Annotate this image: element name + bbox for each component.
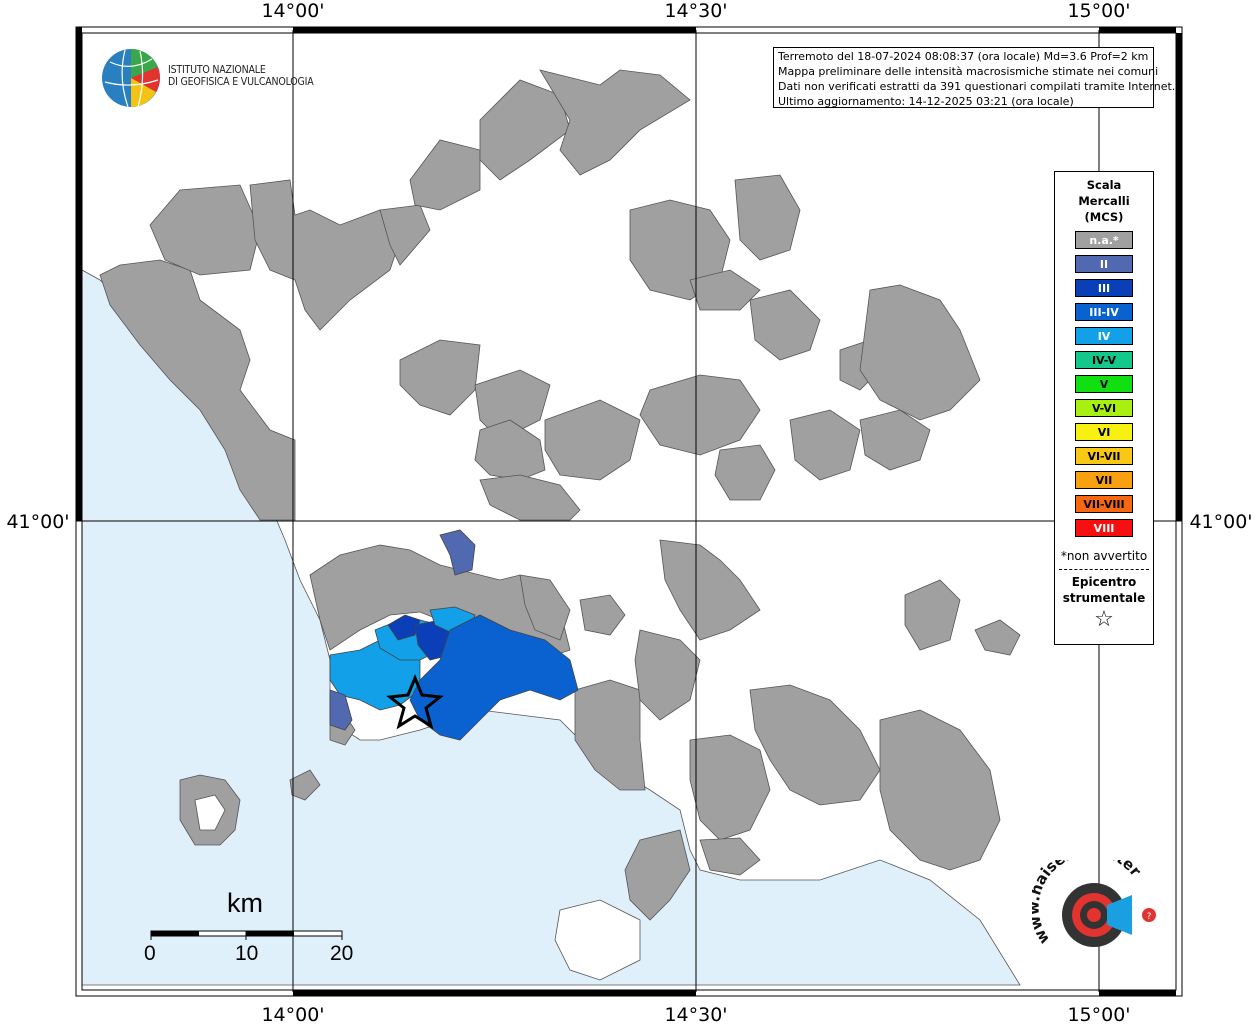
municipality-n [639, 374, 761, 456]
municipality-y [574, 679, 646, 791]
municipality-ii-north [439, 529, 476, 576]
scale-tick-10: 10 [235, 942, 259, 965]
lon-label-top-1: 14°00' [261, 0, 324, 22]
lon-label-bottom-1: 14°00' [261, 1004, 324, 1024]
municipality-dd [974, 619, 1021, 656]
legend-item: IV-V [1075, 351, 1133, 369]
lat-label-right: 41°00' [1189, 511, 1252, 533]
legend-item: IV [1075, 327, 1133, 345]
frame-bar-left [76, 33, 82, 521]
scale-tick-0: 0 [144, 942, 156, 965]
lat-label-left: 41°00' [6, 511, 69, 533]
frame-bar-top [293, 27, 696, 33]
municipality-ii-pozzuoli [329, 689, 353, 731]
municipality-f [539, 69, 691, 176]
legend-note: *non avvertito [1060, 549, 1148, 563]
legend-title-1: Scala [1086, 178, 1122, 192]
municipality-z [634, 629, 701, 721]
municipality-v [519, 574, 571, 641]
info-line-4: Ultimo aggiornamento: 14-12-2025 03:21 (… [778, 95, 1074, 108]
municipality-a [149, 184, 261, 276]
mcs-legend: Scala Mercalli (MCS) n.a.* II III III-IV IV I… [1054, 171, 1154, 645]
lon-label-bottom-2: 14°30' [664, 1004, 727, 1024]
municipality-ee [689, 734, 771, 841]
municipalities-intensity [329, 529, 579, 741]
municipality-u [479, 474, 581, 521]
municipality-c [379, 204, 431, 266]
municipality-b [249, 179, 401, 331]
lon-label-top-3: 15°00' [1067, 0, 1130, 22]
legend-item: V [1075, 375, 1133, 393]
hai-sentito-icon: ? www.haisentitoilterremoto.it [1024, 841, 1156, 947]
municipality-w [579, 594, 626, 636]
legend-item: III [1075, 279, 1133, 297]
info-line-1: Terremoto del 18-07-2024 08:08:37 (ora l… [778, 50, 1149, 63]
info-line-3: Dati non verificati estratti da 391 ques… [778, 80, 1176, 93]
municipality-gg [699, 837, 761, 876]
svg-text:?: ? [1147, 912, 1152, 922]
municipality-bb [879, 709, 1001, 871]
municipality-d [409, 139, 481, 211]
legend-item: VII [1075, 471, 1133, 489]
legend-epicenter-1: Epicentro [1071, 575, 1137, 589]
ischia-inner [194, 794, 226, 831]
map-frame [75, 26, 1183, 997]
lon-label-bottom-3: 15°00' [1067, 1004, 1130, 1024]
legend-item: III-IV [1075, 303, 1133, 321]
event-info-box: Terremoto del 18-07-2024 08:08:37 (ora l… [773, 47, 1176, 108]
legend-item: VI-VII [1075, 447, 1133, 465]
municipality-l [734, 174, 801, 261]
municipality-t [714, 444, 776, 501]
municipality-iii-iv-napoli [409, 614, 579, 741]
scale-tick-20: 20 [330, 942, 354, 965]
legend-item: II [1075, 255, 1133, 273]
lon-label-top-2: 14°30' [664, 0, 727, 22]
municipality-procida [289, 769, 321, 801]
municipalities-na [99, 69, 1021, 921]
capri-sorrento [554, 899, 641, 981]
legend-item: VIII [1075, 519, 1133, 537]
municipality-s [859, 409, 931, 471]
municipality-r [789, 409, 861, 481]
municipality-o [749, 289, 821, 361]
municipality-x [659, 539, 761, 641]
logo-line-2: DI GEOFISICA E VULCANOLOGIA [168, 76, 314, 88]
epicenter-star [386, 674, 444, 730]
legend-star-icon: ☆ [1094, 607, 1114, 632]
info-line-2: Mappa preliminare delle intensità macros… [778, 65, 1159, 78]
municipality-i [474, 419, 546, 481]
scale-title: km [227, 888, 263, 918]
frame-bar-bottom [293, 990, 696, 996]
municipality-e [479, 79, 571, 181]
municipalities-blank [194, 794, 641, 981]
municipality-ff [624, 829, 691, 921]
municipality-q [859, 284, 981, 421]
municipality-h [474, 369, 551, 441]
legend-title-2: Mercalli [1078, 194, 1130, 208]
logo-line-1: ISTITUTO NAZIONALE [168, 64, 266, 76]
globe-icon [102, 48, 160, 108]
legend-item: n.a.* [1075, 231, 1133, 249]
frame-bar-right [1176, 33, 1182, 521]
legend-item: V-VI [1075, 399, 1133, 417]
legend-divider [1059, 569, 1149, 570]
legend-item: VI [1075, 423, 1133, 441]
scale-bar [150, 930, 343, 940]
municipality-cc [904, 579, 961, 651]
ingv-logo: ISTITUTO NAZIONALE DI GEOFISICA E VULCAN… [100, 47, 320, 111]
municipality-j [544, 399, 641, 481]
municipality-g [399, 339, 481, 416]
hai-sentito-logo: ? www.haisentitoilterremoto.it [1024, 841, 1172, 980]
legend-item: VII-VIII [1075, 495, 1133, 513]
legend-title-3: (MCS) [1084, 210, 1124, 224]
municipality-aa [749, 684, 881, 806]
legend-items: n.a.* II III III-IV IV IV-V V V-VI VI VI-VII VII VI… [1055, 231, 1153, 537]
legend-epicenter-2: strumentale [1062, 591, 1146, 605]
